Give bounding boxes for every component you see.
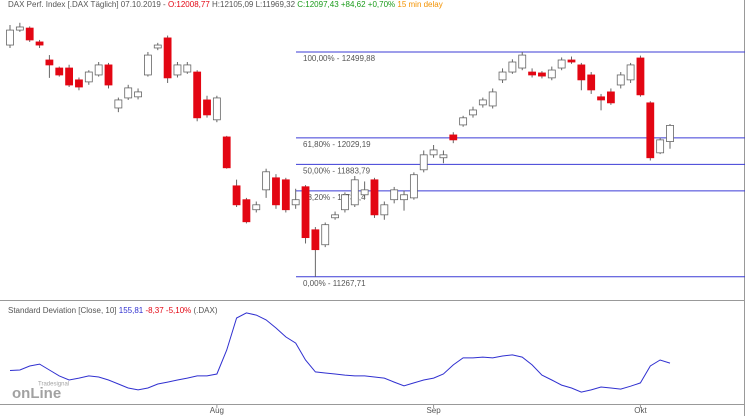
candle-body (606, 91, 615, 104)
candle-body (331, 214, 339, 219)
candle-body (478, 99, 487, 106)
candle-body (252, 204, 261, 211)
candle-body (409, 174, 418, 199)
chart-title: DAX Perf. Index [.DAX Täglich] 07.10.201… (8, 0, 443, 9)
candle-body (153, 44, 162, 49)
header-change: C:12097,43 +84,62 +0,70% (297, 0, 395, 9)
candle-body (498, 71, 507, 81)
header-open: O:12008,77 (168, 0, 210, 9)
candle-body (272, 177, 280, 206)
candle-body (528, 71, 536, 76)
candle-body (232, 185, 241, 206)
candle-body (419, 154, 428, 171)
header-hl: H:12105,09 L:11969,32 (212, 0, 296, 9)
watermark-big: onLine (12, 385, 61, 402)
candle-body (547, 69, 556, 79)
candle-body (587, 74, 596, 91)
candle-body (577, 64, 586, 81)
candle-body (508, 61, 517, 73)
candle-body (301, 186, 310, 239)
candle-body (242, 199, 251, 223)
title: DAX Perf. Index [.DAX Täglich] 07.10.201… (8, 0, 166, 9)
fib-label: 0,00% - 11267,71 (303, 279, 366, 288)
candle-body (469, 109, 477, 116)
fib-label: 100,00% - 12499,88 (303, 54, 376, 63)
candle-body (449, 134, 458, 141)
candle-body (144, 54, 152, 76)
candle-body (429, 149, 438, 156)
candle-body (646, 102, 655, 159)
x-tick-label: Aug (210, 406, 224, 415)
indicator-last: 155,81 (119, 306, 144, 315)
candle-body (75, 79, 83, 88)
indicator-line (9, 312, 671, 393)
candle-body (636, 57, 645, 96)
candle-body (124, 87, 133, 99)
indicator-suffix: (.DAX) (194, 306, 218, 315)
candle-body (212, 97, 221, 121)
candle-body (380, 204, 389, 216)
candle-body (25, 27, 34, 41)
indicator-title: Standard Deviation [Close, 10] 155,81 -8… (8, 306, 218, 315)
watermark-small: Tradesignal (38, 382, 69, 388)
candle-body (55, 67, 64, 76)
candle-body (518, 54, 527, 69)
fib-label: 38,20% - 11738,4 (303, 193, 366, 202)
x-tick-label: Sep (426, 406, 441, 415)
candle-body (94, 64, 103, 76)
x-tick-label: Okt (634, 406, 647, 415)
candle-body (262, 171, 271, 191)
candle-body (557, 59, 566, 69)
candle-body (65, 67, 74, 86)
header-delay: 15 min delay (397, 0, 442, 9)
candle-body (626, 64, 635, 81)
candle-body (616, 74, 625, 86)
candle-body (203, 99, 211, 116)
candle-body (597, 96, 605, 101)
candle-body (183, 64, 192, 73)
candle-body (84, 71, 93, 83)
candle-body (370, 179, 379, 216)
candle-body (222, 136, 231, 169)
candle-body (656, 139, 665, 154)
candle-body (15, 26, 24, 31)
candle-body (390, 189, 399, 201)
candle-body (193, 71, 202, 119)
candle-body (281, 179, 290, 211)
candle-body (6, 29, 14, 46)
candle-body (134, 91, 142, 98)
fib-label: 50,00% - 11883,79 (303, 166, 371, 175)
candle-body (311, 229, 320, 251)
watermark: Tradesignal onLine (12, 382, 69, 402)
candle-body (459, 117, 468, 126)
indicator-change: -8,37 -5,10% (145, 306, 191, 315)
candle-body (45, 59, 54, 66)
candle-body (173, 64, 182, 76)
fib-label: 61,80% - 12029,19 (303, 140, 371, 149)
candle-body (567, 59, 576, 63)
candle-body (114, 99, 123, 109)
candle-body (488, 91, 497, 107)
candle-body (360, 189, 369, 196)
candle-body (666, 124, 674, 142)
candle-body (35, 41, 44, 46)
candle-body (341, 194, 349, 211)
candle-body (291, 199, 300, 206)
indicator-name: Standard Deviation [Close, 10] (8, 306, 117, 315)
candle-body (400, 194, 408, 201)
candle-body (538, 72, 546, 77)
candle-body (439, 154, 448, 159)
candle-body (350, 179, 359, 206)
candle-body (163, 37, 172, 79)
candle-body (104, 64, 113, 86)
candle-body (321, 224, 330, 246)
